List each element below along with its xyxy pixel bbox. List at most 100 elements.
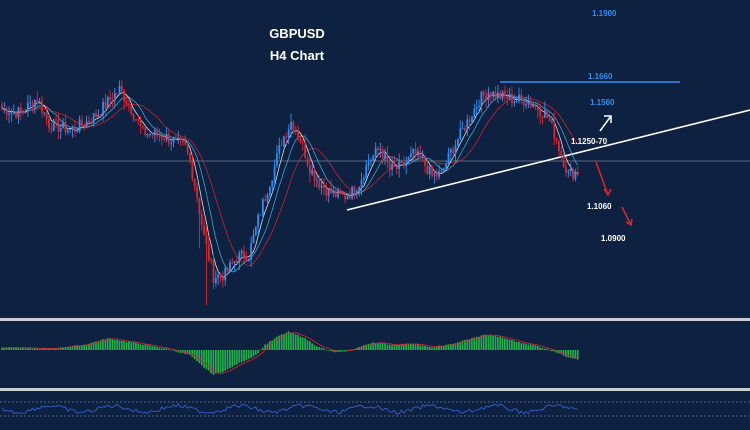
candle-body [400, 161, 403, 163]
macd-bar [177, 350, 180, 353]
candle [19, 102, 22, 121]
macd-bar [316, 346, 318, 350]
candle-body [151, 134, 154, 136]
candle-body [482, 91, 485, 96]
candle [83, 123, 86, 131]
candle-body [81, 119, 83, 126]
candle-body [120, 85, 123, 92]
macd-bar [471, 338, 473, 350]
candle [245, 251, 248, 263]
candle [8, 105, 10, 124]
candle [250, 236, 252, 267]
candle-body [219, 274, 222, 277]
macd-bar [41, 348, 43, 350]
macd-bar [106, 338, 109, 350]
macd-bar [440, 345, 443, 350]
candle-body [487, 92, 490, 100]
macd-bar [163, 348, 165, 350]
macd-bar [313, 344, 316, 350]
macd-bar [449, 343, 452, 350]
candle [240, 248, 243, 259]
macd-bar [259, 349, 262, 351]
candle-body [442, 168, 445, 171]
candle [391, 157, 393, 176]
candle-body [492, 91, 495, 97]
macd-bar [123, 340, 125, 350]
candle-body [560, 151, 563, 156]
macd-bar [90, 342, 93, 350]
candle [247, 258, 250, 262]
level-label-1-1250-70: 1.1250-70 [571, 137, 608, 146]
candle-body [405, 162, 408, 167]
candle [447, 147, 450, 164]
candle [546, 108, 549, 119]
candle [158, 128, 161, 143]
oscillator-line [1, 403, 578, 415]
macd-bar [95, 341, 97, 350]
candle [513, 94, 516, 107]
macd-bar [285, 332, 288, 350]
candle-body [90, 122, 93, 123]
candle [271, 180, 274, 192]
macd-bar [482, 334, 485, 350]
candle [184, 135, 187, 146]
candle-body [83, 125, 86, 127]
macd-bar [78, 345, 81, 350]
candle [153, 127, 156, 143]
macd-bar [287, 331, 290, 350]
candle [464, 124, 466, 132]
candle-body [489, 92, 492, 97]
candle-body [506, 95, 509, 100]
candle-body [313, 169, 316, 181]
candle [22, 109, 25, 116]
candle [193, 178, 196, 191]
macd-bar [116, 339, 118, 350]
candle-body [45, 112, 48, 119]
macd-bar [297, 334, 299, 350]
candle-body [34, 100, 36, 108]
candle [31, 99, 34, 113]
candle [144, 126, 147, 137]
candle [445, 160, 448, 172]
macd-bar [445, 344, 447, 350]
candle [541, 115, 544, 125]
candle-body [381, 148, 384, 159]
candle [518, 87, 520, 104]
candle-body [123, 91, 126, 102]
candle-body [233, 260, 236, 263]
candle-body [320, 185, 323, 188]
macd-bar [62, 347, 64, 350]
macd-bar [271, 340, 274, 350]
candle-body [445, 163, 448, 169]
candle [534, 101, 537, 110]
macd-bar [48, 348, 50, 350]
candle [567, 169, 570, 178]
macd-bar [541, 347, 544, 350]
candle [569, 163, 572, 176]
candle [501, 90, 504, 102]
candle [17, 106, 20, 124]
macd-bar [525, 344, 527, 350]
macd-bar [551, 350, 553, 352]
macd-bar [151, 346, 154, 350]
macd-bar [167, 349, 170, 350]
macd-bar [473, 337, 476, 350]
macd-bar [8, 347, 10, 350]
candle [36, 91, 39, 107]
candle-body [113, 92, 116, 101]
candle [410, 146, 412, 159]
macd-bar [454, 343, 457, 350]
candle-body [346, 196, 349, 199]
macd-bar [226, 350, 229, 370]
macd-bar [398, 344, 400, 350]
candle-body [304, 142, 307, 159]
macd-bar [323, 348, 325, 350]
candle [412, 148, 415, 161]
candle-body [421, 156, 424, 158]
candle [135, 118, 137, 122]
macd-bar [137, 343, 140, 350]
candle [165, 127, 168, 143]
candle-body [186, 144, 189, 153]
candle [62, 118, 64, 129]
candle-body [97, 114, 100, 118]
